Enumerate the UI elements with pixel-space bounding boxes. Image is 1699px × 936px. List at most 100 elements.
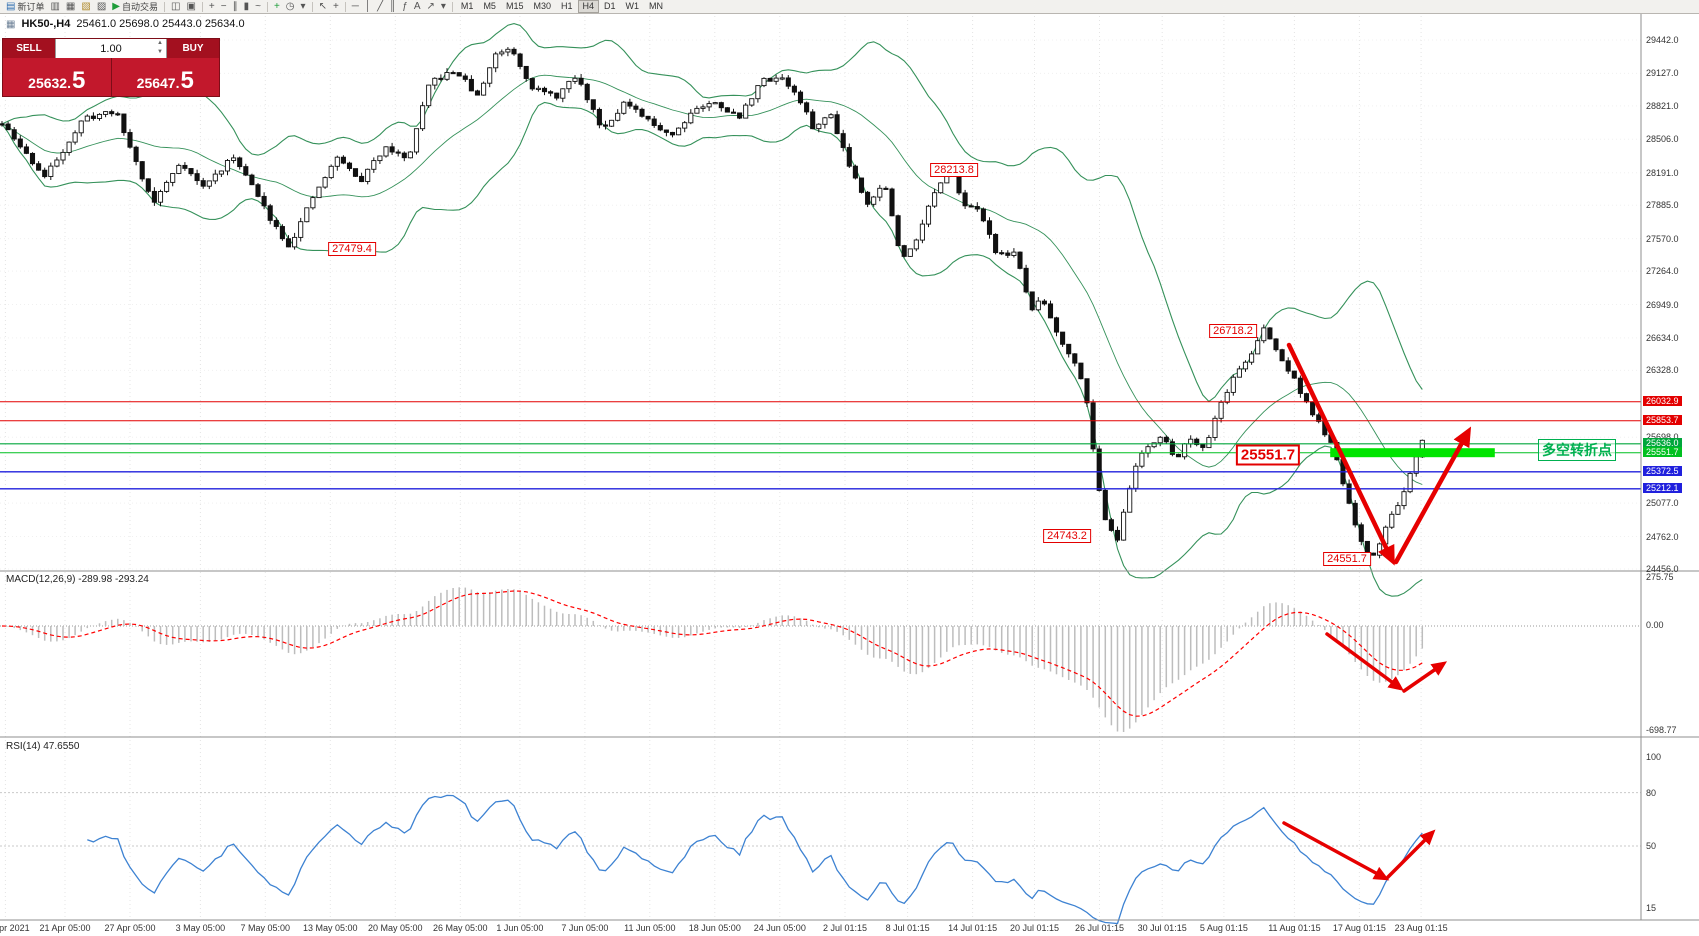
grid-lines: [0, 16, 1641, 920]
price-annotation: 25551.7: [1235, 444, 1301, 466]
fibonacci-button[interactable]: ƒ: [399, 0, 411, 13]
toolbar-separator: [201, 1, 203, 12]
price-annotation: 26718.2: [1209, 324, 1257, 338]
terminal-button[interactable]: ▨: [94, 0, 109, 13]
zoom-out-button[interactable]: −: [218, 0, 230, 13]
price-tick-label: 26328.0: [1646, 365, 1679, 375]
hline-price-label: 25636.0: [1643, 438, 1682, 448]
turning-point-highlight-bar[interactable]: [1330, 448, 1495, 458]
fibonacci-icon: ƒ: [402, 0, 408, 12]
volume-value: 1.00: [100, 42, 122, 55]
time-axis-label: 11 Jun 05:00: [624, 923, 676, 933]
new-order-button-label: 新订单: [17, 2, 45, 12]
arrows-button[interactable]: ↗: [424, 0, 438, 13]
data-window-button[interactable]: ▦: [63, 0, 78, 13]
rsi-scale-label: 80: [1646, 788, 1657, 798]
timeframe-m15-button[interactable]: M15: [505, 1, 524, 11]
horizontal-line-button[interactable]: ─: [349, 0, 362, 13]
macd-scale-label: 275.75: [1646, 572, 1674, 582]
toolbar-separator: [344, 1, 346, 12]
channel-button[interactable]: ║: [386, 0, 399, 13]
turning-point-annotation: 多空转折点: [1538, 439, 1616, 461]
vertical-line-button[interactable]: │: [362, 0, 374, 13]
buy-price-button[interactable]: 25647. 5: [111, 58, 219, 96]
sell-price-button[interactable]: 25632. 5: [3, 58, 112, 96]
buy-price: 25647.: [136, 74, 180, 91]
price-tick-label: 29127.0: [1646, 68, 1679, 78]
timeframe-w1-button[interactable]: W1: [625, 1, 640, 11]
time-axis-label: 11 Aug 01:15: [1268, 923, 1321, 933]
candle-chart-button[interactable]: ▮: [241, 0, 253, 13]
trendline-button[interactable]: ╱: [374, 0, 386, 13]
timeframe-mn-button[interactable]: MN: [649, 1, 664, 11]
templates-button[interactable]: ▾: [298, 0, 309, 13]
cursor-icon: ↖: [318, 0, 327, 12]
price-tick-label: 25698.0: [1646, 432, 1679, 442]
tile-windows-button[interactable]: ▣: [183, 0, 198, 13]
templates-icon: ▾: [300, 0, 306, 12]
timeframe-h1-button[interactable]: H1: [560, 1, 573, 11]
data-window-icon: ▦: [65, 0, 76, 12]
autotrading-button[interactable]: ▶ 自动交易: [109, 0, 161, 13]
one-click-trade-panel: SELL 1.00 ▲ ▼ BUY 25632. 5 25647. 5: [2, 38, 220, 97]
price-annotation: 24743.2: [1043, 529, 1091, 543]
volume-spinner[interactable]: ▲ ▼: [157, 40, 163, 55]
bar-chart-button[interactable]: ∥: [230, 0, 241, 13]
cursor-button[interactable]: ↖: [316, 0, 330, 13]
time-axis-label: 17 Aug 01:15: [1332, 923, 1386, 933]
chart-icon: ▦: [6, 18, 16, 30]
bollinger-bands: [1, 23, 1423, 597]
horizontal-line-icon: ─: [351, 0, 359, 12]
timeframe-m30-button[interactable]: M30: [533, 1, 551, 11]
indicators-button[interactable]: +: [271, 0, 283, 13]
macd-scale-label: -698.77: [1646, 725, 1677, 735]
objects-dropdown[interactable]: ▾: [438, 0, 449, 13]
terminal-icon: ▨: [96, 0, 107, 12]
volume-field[interactable]: 1.00 ▲ ▼: [55, 39, 167, 58]
time-axis-label: 26 Jul 01:15: [1074, 923, 1125, 933]
time-axis-label: 23 Aug 01:15: [1394, 923, 1448, 933]
new-chart-button[interactable]: ◫: [168, 0, 183, 13]
arrows-icon: ↗: [426, 0, 435, 12]
price-tick-label: 28821.0: [1646, 101, 1679, 111]
buy-button[interactable]: BUY: [167, 39, 219, 58]
hline-price-label: 25372.5: [1643, 466, 1682, 476]
horizontal-level-lines[interactable]: [0, 401, 1641, 490]
price-tick-label: 28506.0: [1646, 134, 1679, 144]
chart-symbol: HK50-,H4: [21, 18, 71, 30]
timeframe-m5-button[interactable]: M5: [483, 1, 496, 11]
navigator-button[interactable]: ▧: [78, 0, 93, 13]
candle-chart-icon: ▮: [243, 0, 250, 12]
timeframe-h4-button[interactable]: H4: [577, 0, 600, 13]
time-axis-label: 3 May 05:00: [175, 923, 226, 933]
red-trend-arrows[interactable]: [1282, 342, 1472, 881]
hline-price-label: 26032.9: [1643, 396, 1682, 406]
timeframe-d1-button[interactable]: D1: [604, 1, 616, 11]
line-chart-button[interactable]: ~: [252, 0, 264, 13]
time-axis-label: 2 Jul 01:15: [822, 923, 868, 933]
toolbar-separator: [311, 1, 313, 12]
market-watch-button[interactable]: ▥: [47, 0, 62, 13]
rsi-line: [87, 794, 1423, 925]
text-button[interactable]: A: [411, 0, 424, 13]
timeframe-m1-button[interactable]: M1: [460, 1, 474, 11]
zoom-in-button[interactable]: +: [206, 0, 218, 13]
indicators-icon: +: [273, 0, 280, 12]
new-order-button[interactable]: ▤ 新订单: [3, 0, 47, 13]
macd-scale-label: 0.00: [1646, 620, 1664, 630]
time-axis-label: 7 May 05:00: [240, 923, 291, 933]
rsi-scale-label: 15: [1646, 903, 1657, 913]
sell-button[interactable]: SELL: [3, 39, 55, 58]
time-axis-label: 14 Jul 01:15: [948, 923, 998, 933]
crosshair-button[interactable]: +: [330, 0, 342, 13]
time-axis-label: 8 Jul 01:15: [885, 923, 930, 933]
rsi-header: RSI(14) 47.6550: [6, 741, 80, 752]
zoom-in-icon: +: [208, 0, 215, 12]
price-tick-label: 29442.0: [1646, 35, 1679, 45]
sell-price: 25632.: [28, 74, 71, 91]
price-tick-label: 24762.0: [1646, 532, 1679, 542]
market-watch-icon: ▥: [50, 0, 60, 12]
periods-button[interactable]: ◷: [283, 0, 298, 13]
